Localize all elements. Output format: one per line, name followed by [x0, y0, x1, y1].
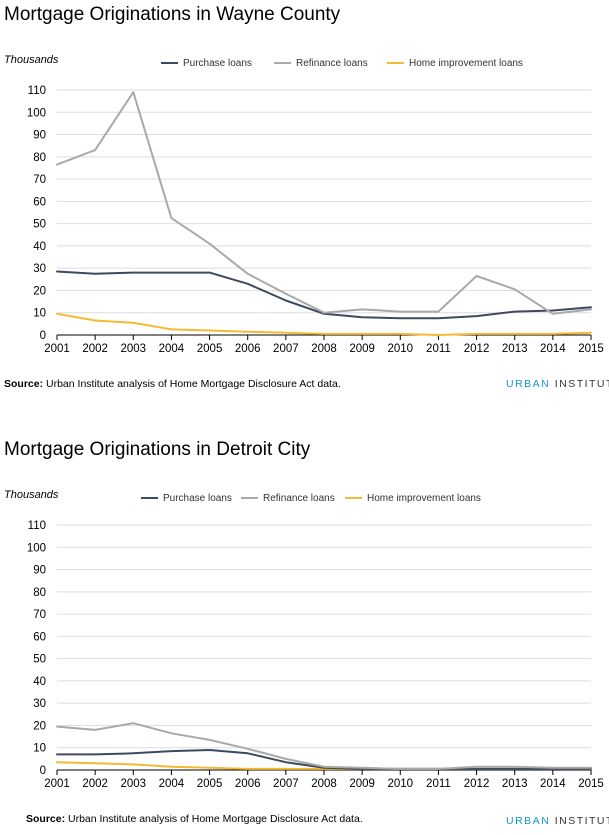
chart-title: Mortgage Originations in Wayne County: [4, 4, 341, 25]
source-note: Source: Urban Institute analysis of Home…: [26, 813, 363, 825]
line-chart-detroit: 0 10 20 30 40 50 60 70 80 90 100 110 2001 2002 2003 200…: [27, 520, 604, 790]
x-tick-label: 2006: [235, 778, 261, 790]
legend-swatch: [387, 61, 404, 64]
x-tick-label: 2003: [120, 778, 146, 790]
x-tick-label: 2013: [502, 343, 528, 355]
source-text: Urban Institute analysis of Home Mortgag…: [43, 378, 341, 390]
y-tick-label: 30: [33, 263, 46, 275]
urban-institute-logo: URBAN INSTITUTE: [506, 815, 609, 827]
logo-word-institute: INSTITUTE: [554, 815, 609, 827]
y-tick-label: 30: [33, 698, 46, 710]
x-tick-label: 2005: [197, 343, 223, 355]
legend-label: Purchase loans: [183, 58, 252, 69]
y-tick-label: 60: [33, 631, 46, 643]
x-tick-label: 2011: [426, 343, 451, 355]
x-tick-label: 2010: [387, 778, 413, 790]
x-tick-label: 2012: [464, 343, 490, 355]
source-label: Source:: [26, 813, 66, 825]
legend-swatch: [161, 61, 178, 64]
legend: Purchase loans Refinance loans Home impr…: [0, 58, 609, 72]
x-tick-label: 2002: [82, 778, 108, 790]
legend-item-purchase: Purchase loans: [141, 493, 232, 504]
x-tick-label: 2013: [502, 778, 528, 790]
y-tick-label: 100: [27, 107, 46, 119]
y-tick-label: 80: [33, 587, 46, 599]
logo-word-urban: URBAN: [506, 815, 551, 827]
chart-panel-detroit: Mortgage Originations in Detroit City Th…: [0, 435, 609, 835]
x-tick-label: 2012: [464, 778, 490, 790]
y-tick-label: 50: [33, 654, 46, 666]
urban-institute-logo: URBAN INSTITUTE: [506, 378, 609, 390]
y-tick-label: 40: [33, 676, 46, 688]
logo-word-urban: URBAN: [506, 378, 551, 390]
series-line-refinance-loans: [56, 722, 592, 770]
x-tick-label: 2014: [540, 343, 566, 355]
x-tick-label: 2008: [311, 343, 337, 355]
chart-title: Mortgage Originations in Detroit City: [4, 439, 311, 460]
series-line-purchase-loans: [56, 270, 592, 320]
legend-label: Home improvement loans: [367, 493, 481, 504]
y-tick-label: 110: [28, 520, 46, 532]
y-tick-label: 40: [33, 241, 46, 253]
x-tick-label: 2015: [578, 343, 604, 355]
legend-label: Refinance loans: [263, 493, 335, 504]
x-tick-label: 2007: [273, 778, 299, 790]
series-line-refinance-loans: [56, 91, 592, 315]
legend-swatch: [274, 61, 291, 64]
x-tick-label: 2001: [44, 343, 70, 355]
x-tick-label: 2004: [159, 778, 185, 790]
y-tick-label: 90: [33, 565, 46, 577]
x-tick-label: 2006: [235, 343, 261, 355]
legend-swatch: [241, 496, 258, 499]
y-tick-label: 0: [40, 330, 46, 342]
logo-word-institute: INSTITUTE: [554, 378, 609, 390]
y-tick-label: 70: [33, 174, 46, 186]
legend-item-home-improvement: Home improvement loans: [345, 493, 481, 504]
source-note: Source: Urban Institute analysis of Home…: [4, 378, 341, 390]
chart-panel-wayne: Mortgage Originations in Wayne County Th…: [0, 0, 609, 410]
source-label: Source:: [4, 378, 44, 390]
legend-item-refinance: Refinance loans: [241, 493, 335, 504]
x-tick-label: 2014: [540, 778, 566, 790]
y-tick-label: 100: [27, 542, 46, 554]
x-tick-label: 2005: [197, 778, 223, 790]
source-text: Urban Institute analysis of Home Mortgag…: [65, 813, 363, 825]
legend-item-purchase: Purchase loans: [161, 58, 252, 69]
legend-item-home-improvement: Home improvement loans: [387, 58, 523, 69]
y-tick-label: 110: [28, 85, 46, 97]
x-tick-label: 2015: [578, 778, 604, 790]
y-axis-label: Thousands: [4, 489, 59, 501]
x-tick-label: 2001: [44, 778, 70, 790]
y-tick-label: 60: [33, 196, 46, 208]
y-tick-label: 50: [33, 219, 46, 231]
y-tick-label: 70: [33, 609, 46, 621]
line-chart-wayne: 0 10 20 30 40 50 60 70 80 90 100 110 2001 2002 2003 200…: [27, 85, 604, 355]
y-tick-label: 90: [33, 130, 46, 142]
x-tick-label: 2008: [311, 778, 337, 790]
legend-label: Refinance loans: [296, 58, 368, 69]
legend-label: Home improvement loans: [409, 58, 523, 69]
y-tick-label: 20: [33, 285, 46, 297]
y-tick-label: 0: [40, 765, 46, 777]
x-tick-label: 2009: [349, 778, 375, 790]
x-tick-label: 2004: [159, 343, 185, 355]
y-tick-label: 10: [33, 743, 46, 755]
x-tick-label: 2011: [426, 778, 451, 790]
legend-item-refinance: Refinance loans: [274, 58, 368, 69]
x-tick-label: 2002: [82, 343, 108, 355]
legend-swatch: [345, 496, 362, 499]
x-tick-label: 2009: [349, 343, 375, 355]
legend: Purchase loans Refinance loans Home impr…: [0, 493, 609, 507]
series-line-home-improvement-loans: [56, 312, 592, 336]
x-tick-label: 2010: [387, 343, 413, 355]
legend-swatch: [141, 496, 158, 499]
legend-label: Purchase loans: [163, 493, 232, 504]
y-tick-label: 10: [33, 308, 46, 320]
x-tick-label: 2007: [273, 343, 299, 355]
series-line-purchase-loans: [56, 749, 592, 770]
x-tick-label: 2003: [120, 343, 146, 355]
y-tick-label: 20: [33, 720, 46, 732]
y-axis-label: Thousands: [4, 54, 59, 66]
y-tick-label: 80: [33, 152, 46, 164]
